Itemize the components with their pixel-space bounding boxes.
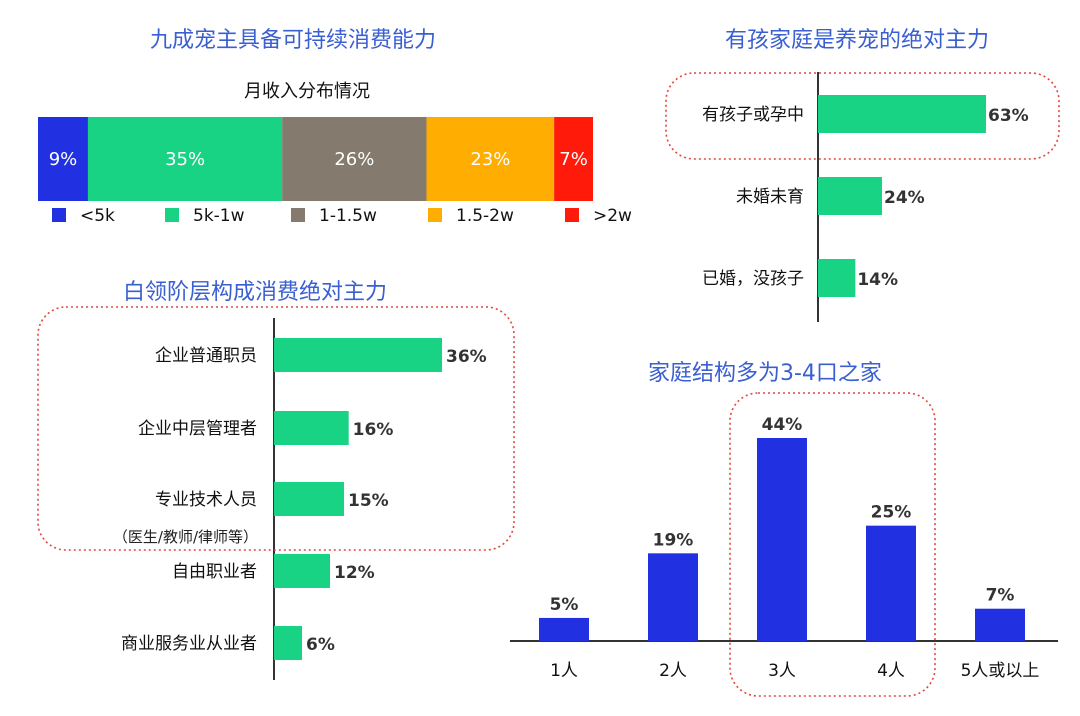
household-category-label: 1人 xyxy=(550,661,578,681)
household-category-label: 4人 xyxy=(877,661,905,681)
legend-swatch xyxy=(165,208,179,222)
income-chart-subtitle: 月收入分布情况 xyxy=(244,81,370,102)
legend-label: 5k-1w xyxy=(193,206,245,226)
legend-label: 1-1.5w xyxy=(319,206,377,226)
income-segment-label: 26% xyxy=(334,149,374,170)
household-category-label: 3人 xyxy=(768,661,796,681)
legend-swatch xyxy=(565,208,579,222)
legend-swatch xyxy=(52,208,66,222)
legend-label: >2w xyxy=(593,206,632,226)
income-segment xyxy=(282,117,427,201)
occupation-category-label: 企业普通职员 xyxy=(155,346,257,366)
household-chart-title: 家庭结构多为3-4口之家 xyxy=(648,361,882,386)
income-chart-title: 九成宠主具备可持续消费能力 xyxy=(150,28,437,53)
occupation-bar xyxy=(274,411,349,445)
family-category-label: 有孩子或孕中 xyxy=(702,105,804,125)
occupation-category-label: 商业服务业从业者 xyxy=(121,634,257,654)
legend-label: <5k xyxy=(80,206,115,226)
family-value-label: 14% xyxy=(857,270,898,290)
occupation-annotation: （医生/教师/律师等） xyxy=(113,528,258,546)
family-highlight-box xyxy=(665,72,1060,160)
household-bar xyxy=(539,617,589,641)
occupation-value-label: 16% xyxy=(353,420,394,440)
occupation-value-label: 12% xyxy=(334,563,375,583)
occupation-bar xyxy=(274,554,330,588)
household-highlight-box xyxy=(729,392,936,697)
occupation-value-label: 36% xyxy=(446,347,487,367)
occupation-value-label: 15% xyxy=(348,491,389,511)
household-value-label: 44% xyxy=(762,415,803,435)
occupation-bar xyxy=(274,338,442,372)
occupation-bar xyxy=(274,482,344,516)
income-segment-label: 9% xyxy=(49,149,78,170)
occupation-category-label: 专业技术人员 xyxy=(155,490,257,510)
income-segment xyxy=(87,117,283,201)
family-bar xyxy=(818,259,856,297)
occupation-category-label: 企业中层管理者 xyxy=(138,419,257,439)
household-value-label: 7% xyxy=(986,586,1015,606)
income-segment xyxy=(554,117,593,201)
family-category-label: 已婚，没孩子 xyxy=(702,269,804,289)
occupation-category-label: 自由职业者 xyxy=(172,562,257,582)
family-value-label: 24% xyxy=(884,188,925,208)
household-category-label: 2人 xyxy=(659,661,687,681)
income-segment-label: 23% xyxy=(470,149,510,170)
family-bar xyxy=(818,177,882,215)
legend-label: 1.5-2w xyxy=(456,206,514,226)
household-bar xyxy=(757,438,807,641)
occupation-value-label: 6% xyxy=(306,635,335,655)
household-value-label: 5% xyxy=(550,595,579,615)
income-segment-label: 35% xyxy=(165,149,205,170)
legend-swatch xyxy=(428,208,442,222)
household-bar xyxy=(866,525,916,641)
household-value-label: 25% xyxy=(871,503,912,523)
income-segment xyxy=(426,117,555,201)
family-category-label: 未婚未育 xyxy=(736,187,804,207)
family-bar xyxy=(818,95,986,133)
income-segment-label: 7% xyxy=(559,149,588,170)
income-segment xyxy=(38,117,88,201)
occupation-chart-title: 白领阶层构成消费绝对主力 xyxy=(123,280,388,305)
occupation-bar xyxy=(274,626,302,660)
legend-swatch xyxy=(291,208,305,222)
occupation-highlight-box xyxy=(37,306,515,551)
family-chart-title: 有孩家庭是养宠的绝对主力 xyxy=(725,28,990,53)
household-category-label: 5人或以上 xyxy=(961,661,1040,681)
household-bar xyxy=(975,608,1025,641)
household-bar xyxy=(648,553,698,641)
family-value-label: 63% xyxy=(988,106,1029,126)
household-value-label: 19% xyxy=(653,530,694,550)
